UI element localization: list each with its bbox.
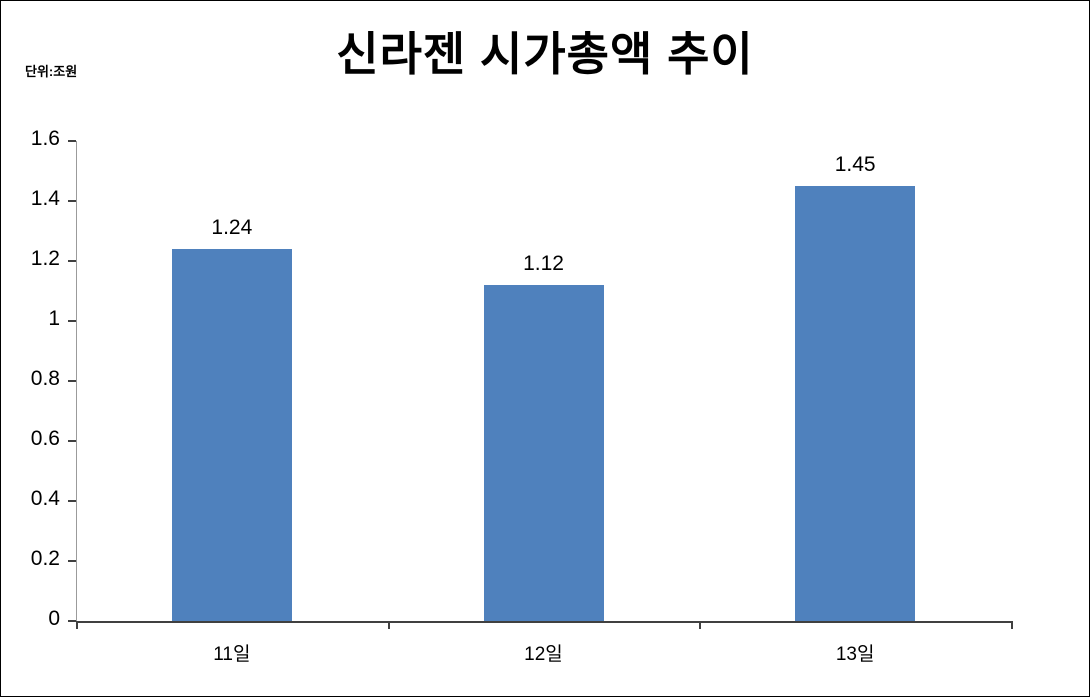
bar [171,249,292,621]
bar [483,285,604,621]
x-axis-line [76,621,1012,623]
unit-label: 단위:조원 [25,64,78,79]
x-axis-label: 13일 [835,644,875,665]
x-tick-mark [76,621,78,629]
x-tick-mark [387,621,390,629]
y-axis-label: 0.8 [30,367,60,390]
y-axis-label: 1.2 [30,247,60,270]
y-tick-mark [68,260,76,262]
y-tick-mark [68,140,76,142]
bar-value-label: 1.45 [834,153,876,176]
x-tick-mark [1011,621,1013,629]
bar [795,186,916,621]
y-axis-label: 1.6 [30,127,60,150]
y-tick-mark [68,440,76,442]
bar-value-label: 1.12 [523,252,564,275]
y-tick-mark [68,380,76,382]
y-tick-mark [68,560,76,562]
y-axis-label: 0.4 [30,487,60,510]
y-tick-mark [68,320,76,322]
y-axis-label: 0.2 [30,547,60,570]
y-tick-mark [68,500,76,502]
chart-title: 신라젠 시가총액 추이 [336,28,754,80]
y-axis-line [76,141,77,621]
y-axis-label: 0 [48,607,60,630]
y-axis-label: 0.6 [30,427,60,450]
x-axis-label: 12일 [524,644,563,665]
bar-value-label: 1.24 [211,216,253,239]
x-tick-mark [699,621,702,629]
y-axis-label: 1 [48,307,60,330]
y-tick-mark [68,200,76,202]
y-axis-label: 1.4 [30,187,60,210]
y-tick-mark [68,620,76,622]
x-axis-label: 11일 [213,644,251,665]
